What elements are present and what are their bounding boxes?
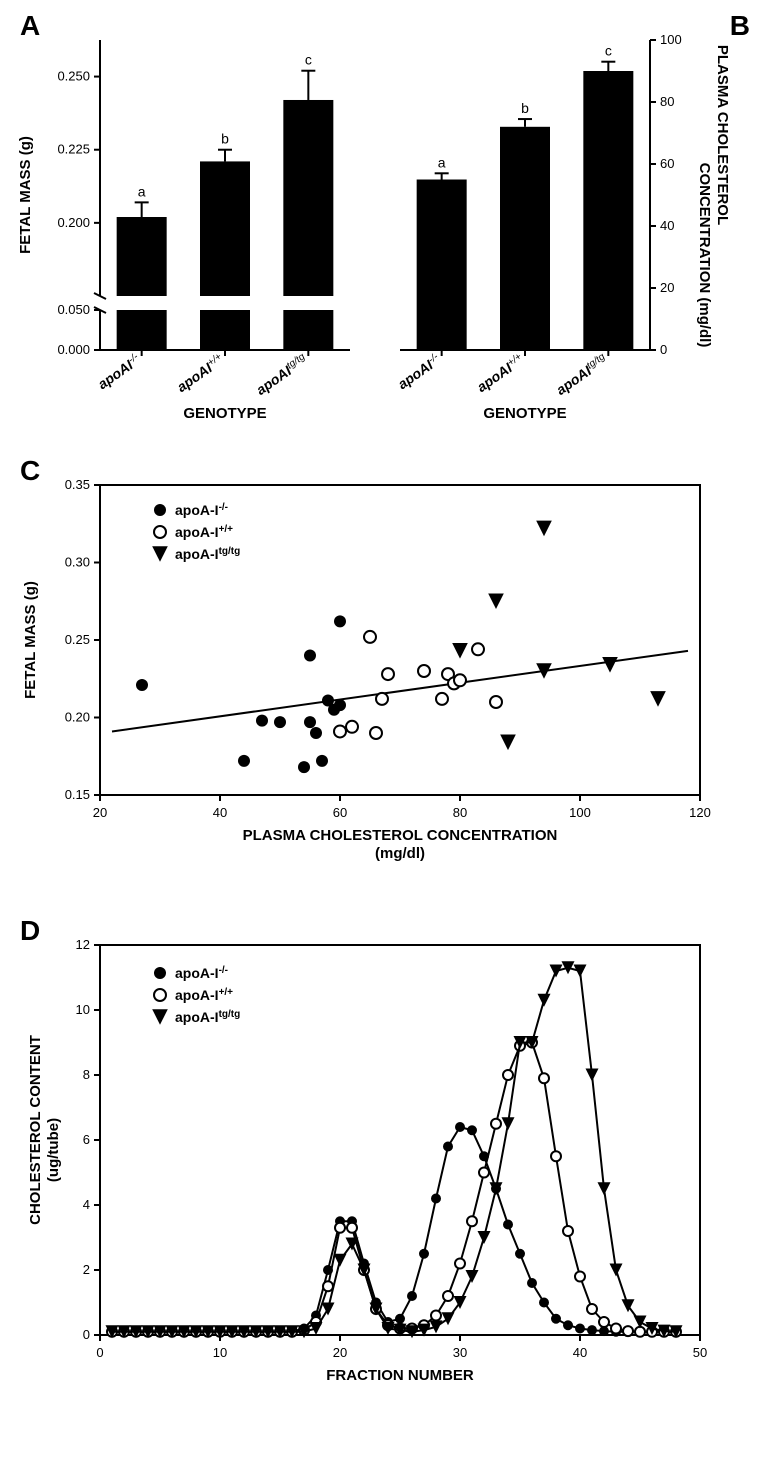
svg-text:40: 40: [213, 805, 227, 820]
svg-text:PLASMA CHOLESTEROL CONCENTRATI: PLASMA CHOLESTEROL CONCENTRATION: [243, 827, 558, 844]
svg-text:60: 60: [333, 805, 347, 820]
svg-text:GENOTYPE: GENOTYPE: [183, 405, 266, 422]
svg-text:c: c: [305, 52, 312, 68]
svg-text:0.35: 0.35: [65, 477, 90, 492]
svg-text:PLASMA CHOLESTEROL: PLASMA CHOLESTEROL: [714, 45, 731, 225]
svg-text:apoAI+/+: apoAI+/+: [174, 351, 227, 395]
svg-text:0.050: 0.050: [57, 302, 90, 317]
svg-text:FRACTION NUMBER: FRACTION NUMBER: [326, 1367, 474, 1384]
svg-text:0.000: 0.000: [57, 342, 90, 357]
svg-text:0.225: 0.225: [57, 142, 90, 157]
svg-text:6: 6: [83, 1132, 90, 1147]
svg-text:10: 10: [213, 1345, 227, 1360]
svg-text:120: 120: [689, 805, 711, 820]
svg-text:apoAItg/tg: apoAItg/tg: [553, 351, 611, 398]
svg-text:0.200: 0.200: [57, 215, 90, 230]
svg-text:apoA-Itg/tg: apoA-Itg/tg: [175, 546, 240, 563]
svg-text:FETAL MASS (g): FETAL MASS (g): [17, 136, 34, 254]
svg-text:CONCENTRATION (mg/dl): CONCENTRATION (mg/dl): [696, 163, 713, 348]
svg-text:D: D: [20, 915, 40, 946]
svg-text:0.250: 0.250: [57, 69, 90, 84]
svg-text:a: a: [438, 154, 446, 170]
svg-text:0.30: 0.30: [65, 555, 90, 570]
svg-text:b: b: [221, 131, 229, 147]
svg-text:0: 0: [83, 1327, 90, 1342]
svg-text:apoA-I-/-: apoA-I-/-: [175, 502, 228, 519]
svg-text:b: b: [521, 100, 529, 116]
figure-container: 0.2000.2250.2500.0000.050aapoAI-/-bapoAI…: [10, 10, 766, 1455]
svg-text:20: 20: [93, 805, 107, 820]
svg-text:8: 8: [83, 1067, 90, 1082]
svg-text:100: 100: [569, 805, 591, 820]
svg-text:60: 60: [660, 156, 674, 171]
svg-text:apoAI-/-: apoAI-/-: [394, 351, 444, 393]
svg-text:40: 40: [660, 218, 674, 233]
svg-text:GENOTYPE: GENOTYPE: [483, 405, 566, 422]
svg-text:2: 2: [83, 1262, 90, 1277]
svg-text:apoAItg/tg: apoAItg/tg: [253, 351, 311, 398]
svg-text:CHOLESTEROL CONTENT: CHOLESTEROL CONTENT: [27, 1035, 44, 1225]
svg-text:12: 12: [76, 937, 90, 952]
svg-text:0: 0: [660, 342, 667, 357]
svg-text:40: 40: [573, 1345, 587, 1360]
svg-text:B: B: [730, 10, 750, 41]
svg-text:apoA-I-/-: apoA-I-/-: [175, 965, 228, 982]
svg-text:20: 20: [333, 1345, 347, 1360]
svg-text:(ug/tube): (ug/tube): [45, 1118, 62, 1182]
svg-text:(mg/dl): (mg/dl): [375, 845, 425, 862]
svg-text:a: a: [138, 183, 146, 199]
svg-text:C: C: [20, 455, 40, 486]
svg-text:0.20: 0.20: [65, 710, 90, 725]
svg-text:apoA-Itg/tg: apoA-Itg/tg: [175, 1009, 240, 1026]
figure-svg: 0.2000.2250.2500.0000.050aapoAI-/-bapoAI…: [10, 10, 766, 1450]
svg-text:apoA-I+/+: apoA-I+/+: [175, 987, 233, 1004]
svg-text:20: 20: [660, 280, 674, 295]
svg-text:c: c: [605, 43, 612, 59]
svg-text:apoAI-/-: apoAI-/-: [94, 351, 144, 393]
svg-text:0: 0: [96, 1345, 103, 1360]
svg-text:0.25: 0.25: [65, 632, 90, 647]
svg-text:80: 80: [453, 805, 467, 820]
svg-text:30: 30: [453, 1345, 467, 1360]
svg-text:FETAL MASS (g): FETAL MASS (g): [22, 581, 39, 699]
svg-text:apoA-I+/+: apoA-I+/+: [175, 524, 233, 541]
svg-text:50: 50: [693, 1345, 707, 1360]
svg-text:80: 80: [660, 94, 674, 109]
svg-text:A: A: [20, 10, 40, 41]
svg-text:0.15: 0.15: [65, 787, 90, 802]
svg-text:10: 10: [76, 1002, 90, 1017]
svg-text:100: 100: [660, 32, 682, 47]
svg-text:4: 4: [83, 1197, 90, 1212]
svg-text:apoAI+/+: apoAI+/+: [474, 351, 527, 395]
